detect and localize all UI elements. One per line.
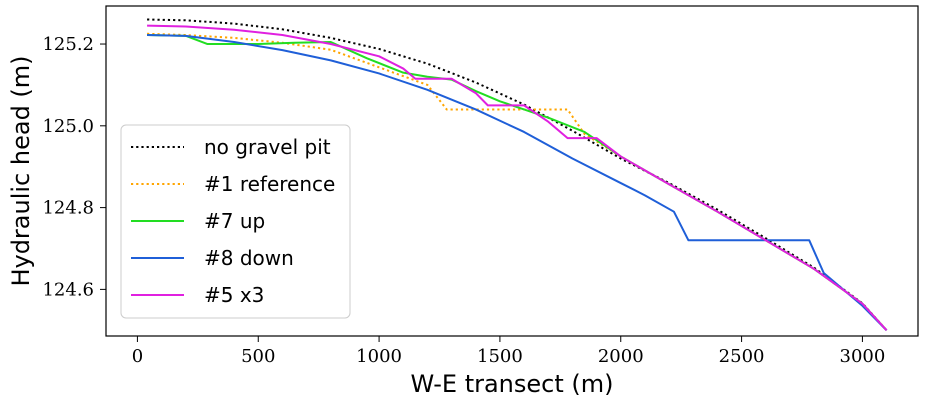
y-axis-title: Hydraulic head (m) — [7, 55, 35, 286]
series-line-5-x3 — [147, 24, 888, 331]
y-tick-label: 125.0 — [42, 116, 94, 137]
legend-label-8-down: #8 down — [204, 246, 294, 270]
legend: no gravel pit #1 reference #7 up #8 down #5 … — [120, 124, 351, 319]
x-tick-label: 3000 — [840, 346, 886, 367]
y-tick-label: 125.2 — [42, 34, 94, 55]
x-tick-label: 1000 — [356, 346, 402, 367]
legend-label-1-reference: #1 reference — [204, 172, 335, 196]
x-tick-label: 500 — [241, 346, 275, 367]
x-tick-label: 2000 — [598, 346, 644, 367]
x-tick-label: 1500 — [477, 346, 523, 367]
x-tick-label: 0 — [132, 346, 143, 367]
plot-frame — [105, 5, 919, 337]
y-tick-label: 124.6 — [42, 279, 94, 300]
series-line-8-down — [147, 34, 888, 331]
legend-box — [120, 124, 351, 319]
legend-label-no-gravel-pit: no gravel pit — [204, 135, 331, 159]
legend-label-7-up: #7 up — [204, 209, 265, 233]
x-tick-label: 2500 — [719, 346, 765, 367]
y-tick-label: 124.8 — [42, 198, 94, 219]
x-axis-title: W-E transect (m) — [410, 370, 613, 398]
legend-label-5-x3: #5 x3 — [204, 283, 264, 307]
